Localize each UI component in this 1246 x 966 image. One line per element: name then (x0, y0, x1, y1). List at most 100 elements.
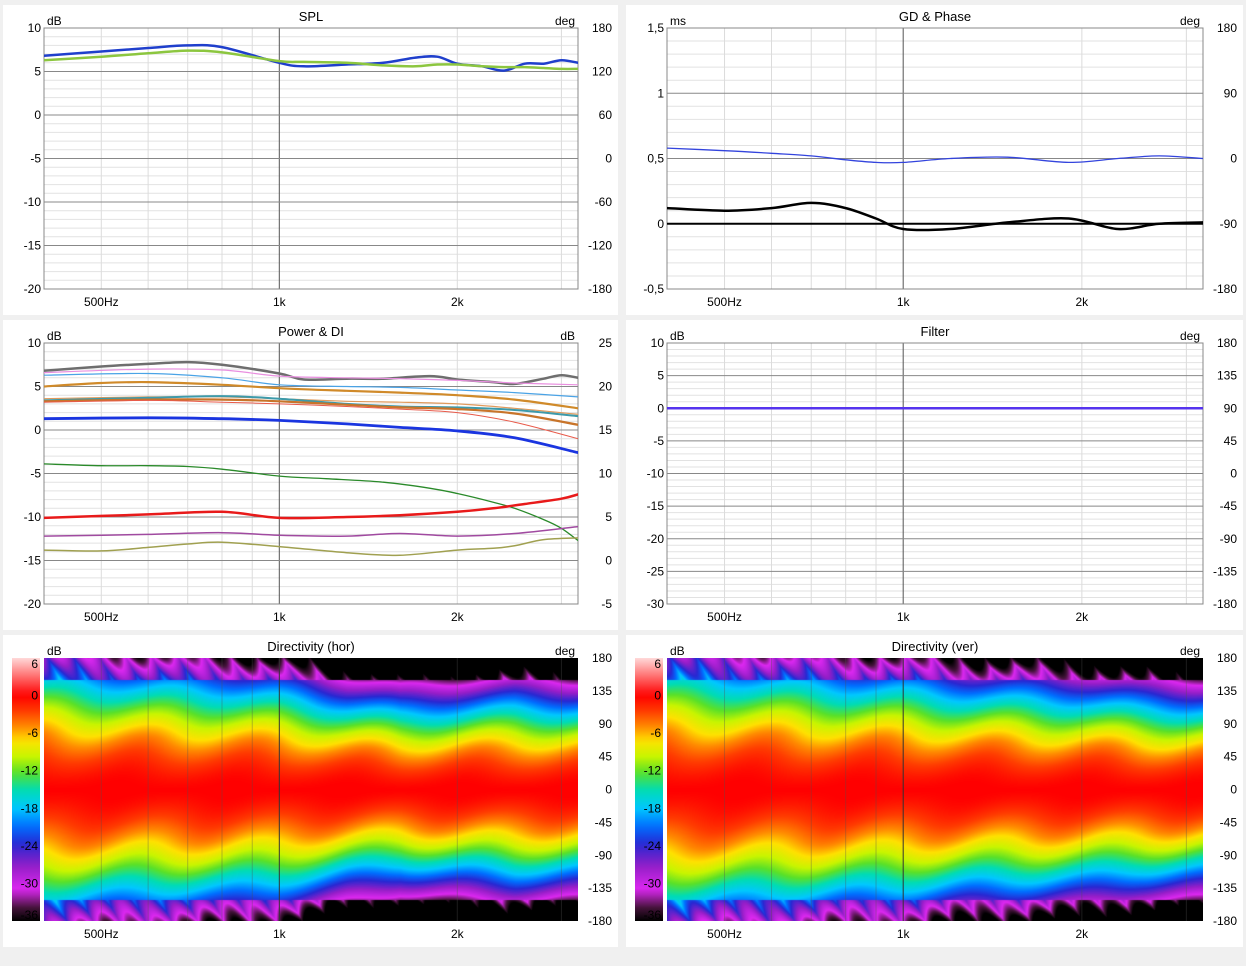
y2-tick-label: 45 (1224, 750, 1238, 764)
chart-title: Directivity (hor) (267, 639, 354, 654)
colorbar-tick-label: -30 (21, 876, 39, 890)
y-tick-label: -25 (647, 564, 665, 578)
y2-axis-unit: deg (555, 644, 575, 658)
colorbar (635, 658, 663, 921)
y-tick-label: -5 (30, 152, 41, 166)
y2-tick-label: 5 (605, 510, 612, 524)
y2-tick-label: 90 (1224, 717, 1238, 731)
x-tick-label: 2k (451, 610, 465, 624)
y2-tick-label: -90 (1220, 848, 1238, 862)
grid (724, 658, 1187, 921)
series-line-3 (44, 372, 578, 398)
y2-tick-label: -135 (588, 881, 612, 895)
y2-tick-label: 15 (599, 423, 613, 437)
chart-title: SPL (299, 9, 324, 24)
y2-tick-label: 0 (605, 783, 612, 797)
colorbar-tick-label: -18 (644, 801, 662, 815)
x-tick-label: 1k (273, 295, 287, 309)
y2-tick-label: 180 (592, 651, 612, 665)
y2-tick-label: -60 (595, 195, 613, 209)
x-tick-label: 500Hz (84, 295, 119, 309)
y2-tick-label: 135 (592, 684, 612, 698)
y-axis-unit: ms (670, 14, 686, 28)
y2-tick-label: 135 (1217, 684, 1237, 698)
colorbar-tick-label: -6 (27, 726, 38, 740)
x-tick-label: 2k (1076, 610, 1090, 624)
y-tick-label: -20 (24, 282, 42, 296)
y-axis-unit: dB (47, 14, 62, 28)
x-tick-label: 500Hz (84, 927, 119, 941)
chart-title: Filter (921, 324, 951, 339)
y2-axis-unit: deg (1180, 644, 1200, 658)
y2-tick-label: 45 (599, 750, 613, 764)
y-tick-label: -20 (647, 532, 665, 546)
y2-tick-label: 180 (592, 21, 612, 35)
y2-axis-unit: deg (555, 14, 575, 28)
y-axis-unit: dB (47, 329, 62, 343)
series-line-11 (44, 493, 578, 520)
panel-gd: GD & Phase ms deg -0,5 0 0,5 1 1,5 -180 -90 0 90 180… (626, 5, 1243, 315)
y2-tick-label: 135 (1217, 369, 1237, 383)
y2-tick-label: -45 (595, 815, 613, 829)
series-line-12 (44, 525, 578, 537)
colorbar-tick-label: 6 (31, 657, 38, 671)
y2-tick-label: -45 (1220, 499, 1238, 513)
x-tick-label: 1k (897, 610, 911, 624)
y2-tick-label: 180 (1217, 336, 1237, 350)
heatmap (44, 658, 578, 921)
y2-tick-label: 90 (1224, 401, 1238, 415)
y-tick-label: 10 (651, 336, 665, 350)
grid (666, 342, 1204, 605)
y-tick-label: -10 (647, 467, 665, 481)
colorbar-tick-label: -6 (650, 726, 661, 740)
series-line-2 (44, 368, 578, 386)
x-tick-label: 1k (273, 610, 287, 624)
y-tick-label: -20 (24, 597, 42, 611)
y-tick-label: 1 (657, 86, 664, 100)
y-axis-unit: dB (670, 644, 685, 658)
panel-filter: Filter dB deg -30 -25 -20 -15 -10 -5 0 5 10 -180 -135… (626, 320, 1243, 630)
y2-tick-label: 180 (1217, 651, 1237, 665)
series-line-1 (44, 360, 578, 386)
y2-tick-label: 60 (599, 108, 613, 122)
heatmap (667, 658, 1203, 921)
y2-axis-unit: deg (1180, 14, 1200, 28)
y-tick-label: -15 (24, 239, 42, 253)
colorbar-tick-label: 6 (654, 657, 661, 671)
y2-tick-label: 20 (599, 380, 613, 394)
y2-tick-label: 0 (605, 152, 612, 166)
x-tick-label: 2k (1076, 295, 1090, 309)
x-tick-label: 1k (897, 295, 911, 309)
y-tick-label: -15 (647, 499, 665, 513)
chart-title: GD & Phase (899, 9, 971, 24)
x-tick-label: 1k (273, 927, 287, 941)
y2-axis-unit: dB (560, 329, 575, 343)
y-tick-label: 10 (28, 336, 42, 350)
y2-tick-label: -5 (601, 597, 612, 611)
y-tick-label: -10 (24, 195, 42, 209)
chart-title: Directivity (ver) (892, 639, 979, 654)
series-line-8 (44, 399, 578, 440)
y2-tick-label: 120 (592, 65, 612, 79)
y2-tick-label: -135 (1213, 881, 1237, 895)
grid (666, 27, 1204, 290)
y2-tick-label: 180 (1217, 21, 1237, 35)
series-line-10 (44, 463, 578, 542)
series-line-1 (667, 147, 1203, 164)
y2-tick-label: 90 (1224, 86, 1238, 100)
x-tick-label: 500Hz (707, 295, 742, 309)
x-tick-label: 2k (451, 927, 465, 941)
y2-tick-label: -180 (1213, 914, 1237, 928)
series-line-2 (44, 49, 578, 71)
y-tick-label: 0,5 (647, 152, 664, 166)
y-tick-label: -5 (653, 434, 664, 448)
y-tick-label: 5 (34, 65, 41, 79)
colorbar-tick-label: -30 (644, 876, 662, 890)
y-axis-unit: dB (47, 644, 62, 658)
series-line-1 (44, 43, 578, 72)
y2-tick-label: 0 (1230, 467, 1237, 481)
y-axis-unit: dB (670, 329, 685, 343)
panel-spl: SPL dB deg -20 -15 -10 -5 0 5 10 -180 -120 -60 0 60 120… (3, 5, 618, 315)
series-line-13 (44, 537, 578, 557)
